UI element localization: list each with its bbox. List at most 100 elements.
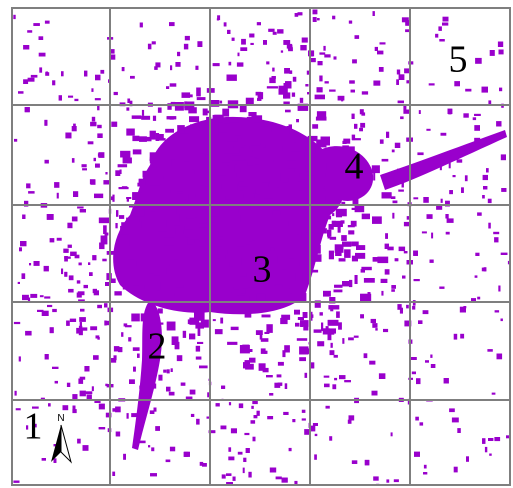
urban-patch bbox=[250, 43, 253, 45]
urban-patch bbox=[351, 90, 355, 93]
urban-patch bbox=[251, 406, 254, 409]
urban-patch bbox=[262, 315, 271, 318]
urban-patch bbox=[256, 207, 259, 211]
urban-patch bbox=[293, 77, 297, 82]
zone-label: 2 bbox=[148, 326, 167, 368]
urban-patch bbox=[375, 47, 378, 51]
urban-patch bbox=[273, 286, 276, 295]
urban-patch bbox=[231, 327, 239, 330]
urban-patch bbox=[94, 158, 96, 161]
urban-patch bbox=[447, 218, 454, 223]
urban-patch bbox=[25, 331, 32, 336]
urban-patch bbox=[231, 259, 240, 263]
urban-patch bbox=[152, 323, 163, 325]
urban-patch bbox=[170, 83, 177, 86]
urban-patch bbox=[264, 332, 269, 334]
urban-patch bbox=[185, 36, 190, 40]
urban-patch bbox=[498, 42, 503, 48]
urban-patch bbox=[180, 133, 190, 140]
urban-patch bbox=[460, 334, 464, 339]
urban-patch bbox=[186, 217, 194, 219]
urban-patch bbox=[231, 428, 237, 433]
urban-patch bbox=[73, 124, 76, 128]
urban-patch bbox=[231, 215, 233, 218]
urban-patch bbox=[300, 45, 306, 50]
urban-patch bbox=[184, 44, 188, 50]
urban-patch bbox=[48, 403, 51, 406]
urban-patch bbox=[385, 269, 390, 274]
urban-patch bbox=[88, 262, 90, 265]
urban-patch bbox=[426, 129, 430, 131]
urban-patch bbox=[391, 285, 396, 289]
urban-patch bbox=[297, 221, 302, 230]
urban-patch bbox=[395, 258, 399, 261]
urban-patch bbox=[233, 231, 238, 235]
urban-patch bbox=[487, 349, 492, 352]
urban-patch bbox=[391, 289, 395, 292]
urban-patch bbox=[372, 165, 380, 173]
urban-patch bbox=[334, 355, 338, 358]
urban-patch bbox=[328, 320, 339, 326]
urban-patch bbox=[115, 170, 120, 176]
urban-patch bbox=[189, 116, 199, 122]
urban-patch bbox=[199, 223, 208, 227]
urban-patch bbox=[323, 328, 330, 334]
urban-patch bbox=[501, 188, 506, 192]
urban-patch bbox=[141, 221, 150, 229]
urban-patch bbox=[328, 230, 331, 239]
urban-patch bbox=[215, 254, 220, 259]
urban-patch bbox=[175, 102, 184, 111]
urban-patch bbox=[169, 392, 175, 396]
urban-patch bbox=[397, 169, 401, 171]
urban-patch bbox=[449, 190, 453, 194]
urban-patch bbox=[123, 285, 129, 290]
urban-patch bbox=[99, 404, 105, 410]
urban-patch bbox=[163, 370, 166, 373]
urban-patch bbox=[92, 117, 95, 122]
urban-patch bbox=[403, 110, 409, 114]
urban-patch bbox=[285, 383, 288, 389]
urban-patch bbox=[306, 272, 309, 281]
urban-patch bbox=[238, 452, 243, 455]
urban-patch bbox=[15, 391, 17, 396]
urban-patch bbox=[441, 133, 447, 136]
urban-patch bbox=[50, 238, 55, 242]
urban-patch bbox=[196, 346, 200, 352]
urban-patch bbox=[78, 291, 85, 295]
urban-patch bbox=[16, 408, 21, 410]
urban-patch bbox=[214, 240, 223, 247]
urban-patch bbox=[124, 323, 128, 326]
urban-patch bbox=[228, 447, 231, 452]
urban-patch bbox=[103, 180, 109, 184]
urban-patch bbox=[244, 349, 252, 352]
urban-patch bbox=[197, 271, 201, 278]
urban-patch bbox=[94, 194, 103, 199]
urban-patch bbox=[266, 230, 274, 236]
urban-patch bbox=[495, 310, 500, 312]
urban-patch bbox=[463, 113, 468, 117]
urban-patch bbox=[483, 186, 487, 190]
urban-patch bbox=[116, 432, 120, 437]
urban-patch bbox=[254, 159, 259, 165]
urban-patch bbox=[199, 243, 205, 247]
urban-patch bbox=[111, 122, 117, 127]
urban-patch bbox=[260, 305, 268, 308]
urban-patch bbox=[216, 262, 222, 267]
urban-patch bbox=[256, 237, 263, 242]
urban-patch bbox=[466, 456, 469, 462]
urban-patch bbox=[344, 380, 351, 382]
urban-patch bbox=[262, 217, 270, 222]
urban-patch bbox=[261, 338, 269, 342]
zone-label: 5 bbox=[449, 39, 468, 81]
urban-patch bbox=[156, 266, 160, 273]
urban-map: 1 2 3 4 5 N bbox=[0, 0, 513, 488]
urban-patch bbox=[224, 22, 227, 26]
urban-patch bbox=[217, 176, 226, 183]
urban-patch bbox=[176, 214, 179, 223]
urban-patch bbox=[329, 251, 334, 260]
urban-patch bbox=[314, 245, 321, 254]
urban-patch bbox=[364, 353, 368, 358]
urban-patch bbox=[323, 189, 326, 192]
urban-patch bbox=[412, 372, 416, 375]
urban-patch bbox=[176, 228, 184, 235]
